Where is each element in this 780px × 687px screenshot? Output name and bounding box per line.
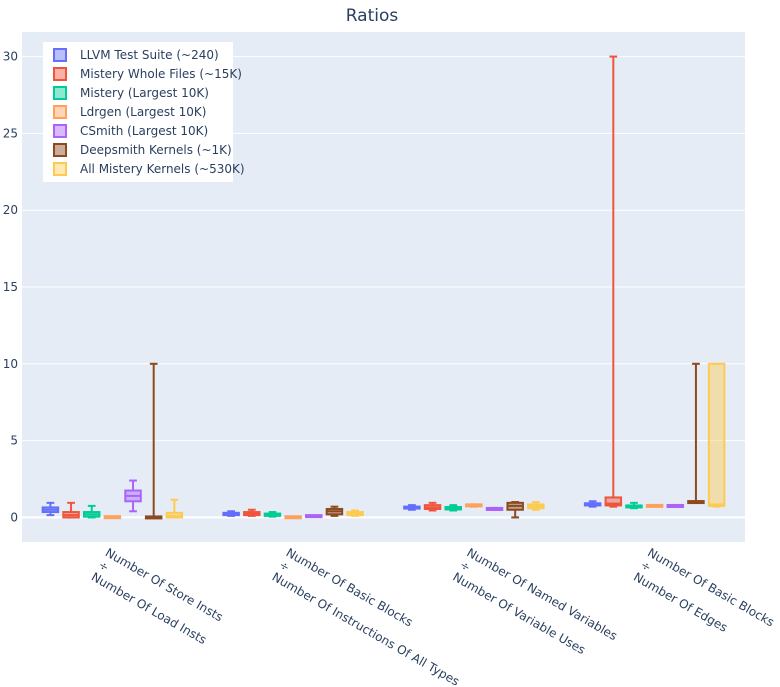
box-mark[interactable] — [82, 504, 101, 519]
box-mark[interactable] — [305, 514, 323, 519]
box-mark[interactable] — [62, 501, 80, 519]
box-iqr — [604, 496, 623, 507]
box-mark[interactable] — [325, 505, 344, 517]
box-mark[interactable] — [243, 508, 261, 517]
y-axis: 0 5 10 15 20 25 30 — [3, 50, 18, 525]
x-tick-label: Number Of Basic Blocks÷Number Of Edges — [631, 545, 777, 635]
box-mark[interactable] — [604, 55, 623, 508]
box-mark[interactable] — [403, 504, 421, 511]
legend-label[interactable]: All Mistery Kernels (~530K) — [80, 162, 245, 176]
box-mark[interactable] — [485, 506, 504, 511]
y-tick-label: 25 — [3, 126, 18, 140]
box-mark[interactable] — [506, 501, 524, 519]
box-mark[interactable] — [124, 479, 142, 513]
box-mark[interactable] — [165, 498, 184, 519]
box-mark[interactable] — [625, 501, 643, 510]
legend-swatch — [53, 124, 67, 138]
box-mark[interactable] — [666, 503, 685, 508]
box-mark[interactable] — [444, 504, 462, 512]
legend-label[interactable]: Ldrgen (Largest 10K) — [80, 105, 206, 119]
legend-swatch — [53, 143, 67, 157]
legend-label[interactable]: LLVM Test Suite (~240) — [80, 48, 219, 62]
box-mark[interactable] — [346, 509, 364, 517]
legend-swatch — [53, 162, 67, 176]
box-mark[interactable] — [465, 503, 483, 508]
legend-label[interactable]: Mistery (Largest 10K) — [80, 86, 209, 100]
x-tick-label-line: Number Of Edges — [631, 570, 730, 635]
x-tick-label: Number Of Store Insts÷Number Of Load Ins… — [89, 545, 226, 647]
chart-title: Ratios — [346, 6, 399, 26]
gridlines — [22, 56, 745, 519]
y-tick-label: 5 — [10, 434, 18, 448]
legend-label[interactable]: Deepsmith Kernels (~1K) — [80, 143, 232, 157]
legend[interactable]: LLVM Test Suite (~240) Mistery Whole File… — [43, 42, 245, 182]
x-tick-label: Number Of Named Variables÷Number Of Vari… — [450, 545, 619, 657]
x-tick-label-line: Number Of Instructions Of All Types — [270, 570, 462, 687]
legend-swatch — [53, 48, 67, 62]
box-mark[interactable] — [707, 362, 726, 508]
y-tick-label: 30 — [3, 50, 18, 64]
legend-label[interactable]: Mistery Whole Files (~15K) — [80, 67, 242, 81]
legend-swatch — [53, 67, 67, 81]
box-iqr — [707, 362, 726, 507]
box-mark[interactable] — [527, 501, 545, 511]
box-mark[interactable] — [583, 500, 602, 508]
box-mark[interactable] — [144, 362, 163, 520]
x-tick-label: Number Of Basic Blocks÷Number Of Instruc… — [270, 545, 462, 687]
legend-label[interactable]: CSmith (Largest 10K) — [80, 124, 208, 138]
box-mark[interactable] — [687, 362, 705, 505]
y-tick-label: 0 — [10, 510, 18, 524]
box-mark[interactable] — [41, 501, 60, 517]
box-mark[interactable] — [423, 501, 442, 512]
legend-swatch — [53, 86, 67, 100]
legend-box — [43, 42, 233, 182]
boxes — [41, 55, 726, 520]
y-tick-label: 20 — [3, 203, 18, 217]
box-mark[interactable] — [284, 515, 302, 520]
y-tick-label: 10 — [3, 357, 18, 371]
y-tick-label: 15 — [3, 280, 18, 294]
box-mark[interactable] — [222, 510, 240, 517]
box-mark[interactable] — [263, 511, 282, 518]
x-axis: Number Of Store Insts÷Number Of Load Ins… — [89, 545, 777, 687]
box-mark[interactable] — [645, 503, 664, 508]
box-mark[interactable] — [103, 515, 122, 520]
legend-swatch — [53, 105, 67, 119]
